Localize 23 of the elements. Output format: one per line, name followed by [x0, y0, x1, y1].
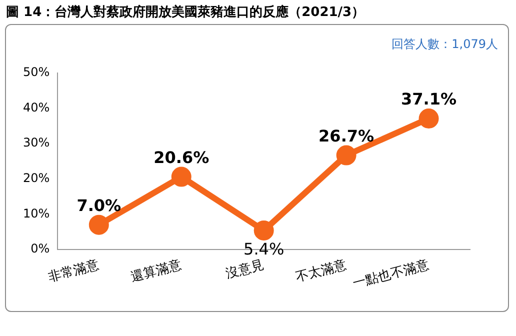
chart-title: 圖 14：台灣人對蔡政府開放美國萊豬進口的反應（2021/3）	[6, 4, 365, 21]
y-tick-label: 50%	[23, 65, 50, 80]
x-tick-label: 非常滿意	[46, 258, 101, 286]
x-tick-label: 還算滿意	[129, 258, 184, 286]
data-label: 5.4%	[244, 240, 284, 259]
data-label: 7.0%	[76, 196, 122, 215]
point	[171, 166, 192, 187]
y-tick-label: 10%	[23, 206, 50, 220]
text: 回答人數：1,079人	[392, 36, 498, 53]
data-label: 37.1%	[401, 90, 457, 109]
point	[336, 145, 356, 166]
x-tick-label: 沒意見	[224, 258, 266, 282]
point	[418, 108, 439, 129]
y-tick-label: 20%	[23, 171, 50, 186]
x-tick-label: 不太滿意	[294, 258, 348, 286]
point	[88, 214, 109, 235]
point	[254, 220, 274, 240]
data-label: 26.7%	[318, 126, 374, 146]
y-tick-label: 30%	[23, 136, 50, 150]
x-tick-label: 一點也不滿意	[351, 258, 431, 292]
data-label: 20.6%	[154, 148, 210, 167]
y-tick-label: 0%	[30, 242, 50, 256]
y-tick-label: 40%	[23, 100, 50, 114]
